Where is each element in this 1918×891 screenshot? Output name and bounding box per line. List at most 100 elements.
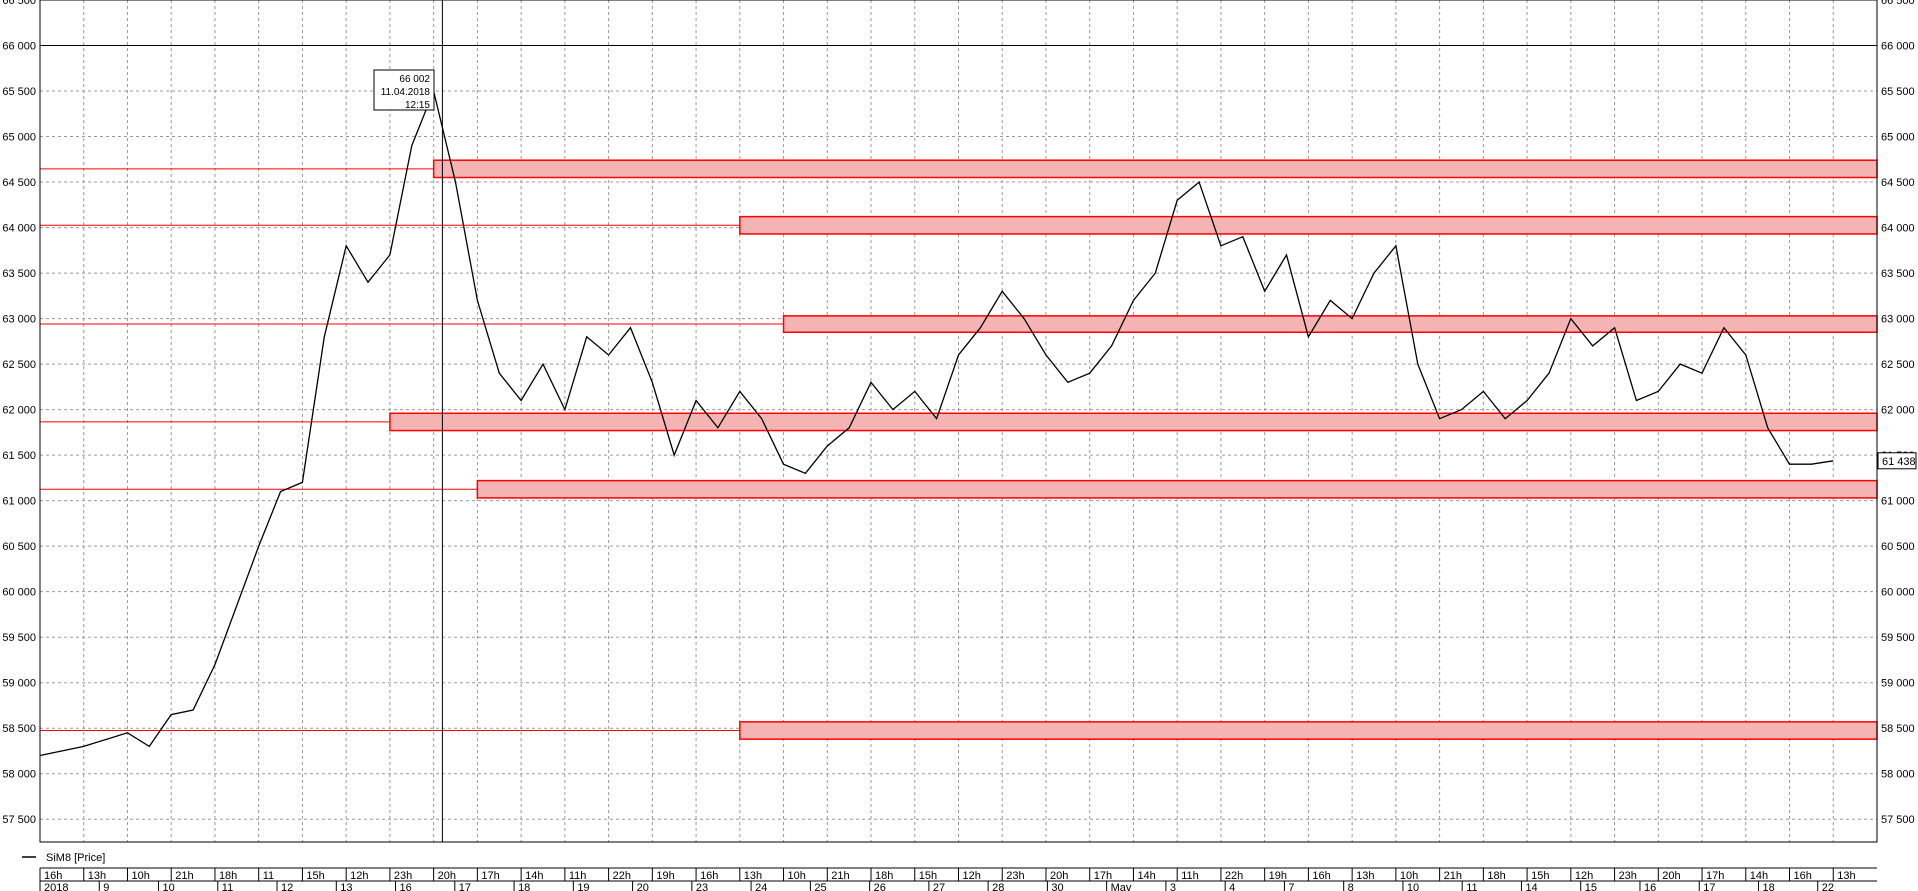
y-tick-label-left: 61 500: [2, 450, 36, 462]
tooltip-value: 66 002: [399, 74, 430, 85]
x-axis-ticks: 16h 13h 10h 21h 18h 11 15h 12h 23h 20h 17h 14h 11h 22…: [39, 853, 1877, 891]
x-tick-label-time: 11h: [569, 870, 587, 882]
x-tick-label-time: 22h: [613, 870, 631, 882]
tooltip-date: 11.04.2018: [381, 87, 431, 98]
price-zone: [739, 721, 1878, 740]
cursor-tooltip: 66 002 11.04.2018 12:15: [373, 69, 435, 111]
x-tick-label-time: 22h: [1225, 870, 1243, 882]
y-tick-label-left: 61 000: [2, 496, 36, 508]
y-tick-label-left: 59 500: [2, 632, 36, 644]
x-tick-label-date: 24: [755, 882, 767, 891]
y-tick-label-right: 64 500: [1881, 177, 1915, 189]
legend: SiM8 [Price]: [22, 852, 105, 864]
x-tick-label-time: 20h: [1662, 870, 1680, 882]
x-tick-label-date: 3: [1170, 882, 1176, 891]
x-tick-label-date: 11: [1466, 882, 1477, 891]
x-tick-label-time: 17h: [1706, 870, 1724, 882]
y-tick-label-right: 62 500: [1881, 359, 1915, 371]
x-tick-label-time: 18h: [219, 870, 237, 882]
y-tick-label-right: 61 000: [1881, 496, 1915, 508]
x-tick-label-time: 21h: [831, 870, 849, 882]
x-tick-label-date: 8: [1348, 882, 1354, 891]
y-tick-label-right: 59 500: [1881, 632, 1915, 644]
x-tick-label-date: 17: [459, 882, 471, 891]
x-tick-label-time: 13h: [744, 870, 762, 882]
y-tick-label-right: 66 500: [1881, 0, 1915, 7]
x-tick-label-time: 16h: [1312, 870, 1330, 882]
x-tick-label-date: 18: [1762, 882, 1774, 891]
y-tick-label-left: 60 000: [2, 587, 36, 599]
y-tick-label-left: 63 500: [2, 268, 36, 280]
x-tick-label-date: 25: [814, 882, 826, 891]
y-tick-label-left: 65 000: [2, 132, 36, 144]
x-tick-label-time: 15h: [306, 870, 324, 882]
last-price-marker: 61 438: [1877, 452, 1917, 470]
x-tick-label-date: 10: [1407, 882, 1419, 891]
x-tick-label-date: 7: [1288, 882, 1294, 891]
x-tick-label-date: 30: [1051, 882, 1063, 891]
x-tick-label-time: 23h: [1619, 870, 1637, 882]
x-tick-label-time: 17h: [481, 870, 499, 882]
x-tick-label-time: 20h: [438, 870, 456, 882]
y-tick-label-left: 60 500: [2, 541, 36, 553]
y-tick-label-right: 58 000: [1881, 769, 1915, 781]
last-price-label: 61 438: [1882, 456, 1916, 468]
y-tick-label-right: 64 000: [1881, 223, 1915, 235]
y-tick-label-right: 66 000: [1881, 41, 1915, 53]
x-tick-label-date: 11: [222, 882, 233, 891]
x-tick-label-time: 13h: [88, 870, 106, 882]
x-tick-label-date: 23: [696, 882, 708, 891]
x-tick-label-date: 27: [933, 882, 945, 891]
price-zone: [476, 479, 1878, 499]
x-tick-label-time: 14h: [525, 870, 543, 882]
x-tick-label-time: 13h: [1356, 870, 1374, 882]
x-tick-label-date: 15: [1585, 882, 1597, 891]
x-tick-label-date: 9: [103, 882, 109, 891]
x-tick-label-time: 18h: [875, 870, 893, 882]
x-tick-label-time: 12h: [963, 870, 981, 882]
x-tick-label-time: 15h: [919, 870, 937, 882]
price-zone: [389, 412, 1878, 432]
x-tick-label-time: 23h: [394, 870, 412, 882]
x-tick-label-time: 16h: [700, 870, 718, 882]
y-tick-label-right: 65 500: [1881, 86, 1915, 98]
x-tick-label-date: May: [1111, 882, 1132, 891]
x-tick-label-time: 17h: [1094, 870, 1112, 882]
y-axis-ticks: 57 500 57 500 58 000 58 000 58 500 58 500 59 0…: [2, 0, 1914, 826]
y-tick-label-left: 62 000: [2, 405, 36, 417]
x-tick-label-time: 18h: [1487, 870, 1505, 882]
x-tick-label-time: 13h: [1837, 870, 1855, 882]
x-tick-label-time: 19h: [656, 870, 674, 882]
x-tick-label-date: 4: [1229, 882, 1235, 891]
price-zone: [739, 215, 1878, 235]
price-zone: [782, 315, 1878, 333]
x-tick-label-time: 10h: [1400, 870, 1418, 882]
legend-label: SiM8 [Price]: [46, 852, 105, 864]
plot-frame: [39, 0, 1878, 843]
price-zone: [432, 159, 1878, 179]
x-tick-label-date: 12: [281, 882, 293, 891]
x-tick-label-date: 18: [518, 882, 530, 891]
price-line: [39, 88, 1834, 757]
x-tick-label-time: 20h: [1050, 870, 1068, 882]
x-tick-label-time: 12h: [350, 870, 368, 882]
y-tick-label-right: 63 000: [1881, 314, 1915, 326]
x-tick-label-time: 16h: [44, 870, 62, 882]
x-tick-label-time: 15h: [1531, 870, 1549, 882]
y-tick-label-left: 62 500: [2, 359, 36, 371]
x-tick-label-time: 10h: [788, 870, 806, 882]
x-tick-label-date: 16: [1644, 882, 1656, 891]
y-tick-label-right: 59 000: [1881, 678, 1915, 690]
x-tick-label-time: 21h: [1444, 870, 1462, 882]
y-tick-label-left: 64 500: [2, 177, 36, 189]
x-tick-label-time: 10h: [131, 870, 149, 882]
x-tick-label-date: 10: [163, 882, 175, 891]
y-tick-label-right: 63 500: [1881, 268, 1915, 280]
x-tick-label-date: 20: [637, 882, 649, 891]
x-tick-label-time: 11h: [1181, 870, 1199, 882]
x-tick-label-time: 21h: [175, 870, 193, 882]
x-tick-label-time: 19h: [1269, 870, 1287, 882]
x-tick-label-time: 14h: [1137, 870, 1155, 882]
y-tick-label-left: 66 000: [2, 41, 36, 53]
